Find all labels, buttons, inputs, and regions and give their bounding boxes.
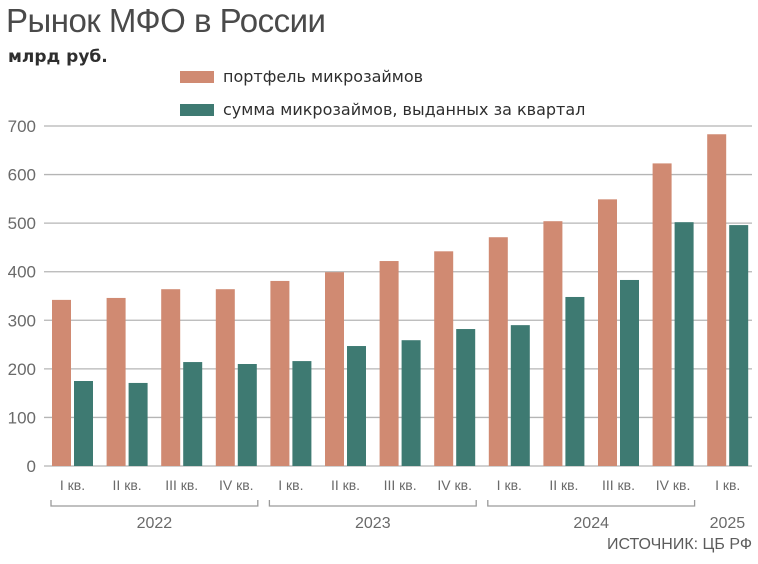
x-tick-label: II кв. xyxy=(331,477,360,493)
year-label: 2025 xyxy=(710,515,746,532)
bar-issued xyxy=(237,364,257,466)
x-tick-label: I кв. xyxy=(278,477,303,493)
bar-portfolio xyxy=(325,272,344,466)
x-tick-label: IV кв. xyxy=(437,477,472,493)
y-tick-label: 200 xyxy=(8,360,36,379)
bar-issued xyxy=(347,346,366,466)
unit-label: млрд руб. xyxy=(8,47,108,67)
y-tick-label: 500 xyxy=(8,214,36,233)
x-tick-label: III кв. xyxy=(165,477,198,493)
bar-portfolio xyxy=(379,261,399,466)
legend-item-portfolio: портфель микрозаймов xyxy=(180,60,585,93)
legend-label: портфель микрозаймов xyxy=(223,67,424,86)
x-tick-label: IV кв. xyxy=(656,477,691,493)
bar-issued xyxy=(74,381,93,466)
source-note: ИСТОЧНИК: ЦБ РФ xyxy=(606,536,752,553)
x-tick-label: I кв. xyxy=(715,477,740,493)
bar-portfolio xyxy=(707,134,727,466)
bar-issued xyxy=(292,361,312,466)
x-tick-label: II кв. xyxy=(113,477,142,493)
bar-issued xyxy=(674,222,694,466)
year-label: 2024 xyxy=(573,515,609,532)
year-bracket xyxy=(268,500,477,507)
y-tick-label: 100 xyxy=(8,408,36,427)
bar-issued xyxy=(401,340,421,466)
bar-portfolio xyxy=(488,237,508,466)
bar-issued xyxy=(620,279,639,466)
legend-swatch-portfolio xyxy=(180,70,214,83)
bar-portfolio xyxy=(598,199,617,467)
y-tick-label: 700 xyxy=(8,117,36,136)
bar-issued xyxy=(128,382,148,466)
bar-portfolio xyxy=(52,299,71,466)
bar-issued xyxy=(456,329,476,466)
bar-portfolio xyxy=(270,280,290,466)
year-bracket xyxy=(50,500,259,507)
chart-title: Рынок МФО в России xyxy=(6,2,326,39)
x-tick-label: III кв. xyxy=(602,477,635,493)
bar-issued xyxy=(183,362,203,466)
y-tick-label: 400 xyxy=(8,263,36,282)
bar-portfolio xyxy=(106,297,126,466)
bar-issued xyxy=(510,325,530,466)
bar-portfolio xyxy=(652,163,672,466)
x-tick-label: II кв. xyxy=(549,477,578,493)
bar-portfolio xyxy=(161,289,181,466)
x-tick-label: I кв. xyxy=(497,477,522,493)
bar-portfolio xyxy=(434,251,454,466)
bar-issued xyxy=(729,225,749,466)
year-label: 2022 xyxy=(137,515,173,532)
y-tick-label: 0 xyxy=(27,457,36,476)
x-tick-label: I кв. xyxy=(60,477,85,493)
legend-label: сумма микрозаймов, выданных за квартал xyxy=(223,100,586,119)
bar-portfolio xyxy=(215,289,235,466)
legend-swatch-issued xyxy=(180,103,214,116)
legend: портфель микрозаймов сумма микрозаймов, … xyxy=(180,60,585,126)
y-tick-label: 600 xyxy=(8,166,36,185)
x-tick-label: IV кв. xyxy=(219,477,254,493)
year-bracket xyxy=(487,500,696,507)
year-label: 2023 xyxy=(355,515,391,532)
legend-item-issued: сумма микрозаймов, выданных за квартал xyxy=(180,93,585,126)
y-tick-label: 300 xyxy=(8,311,36,330)
bar-issued xyxy=(565,296,585,466)
x-tick-label: III кв. xyxy=(384,477,417,493)
bar-portfolio xyxy=(543,221,563,466)
